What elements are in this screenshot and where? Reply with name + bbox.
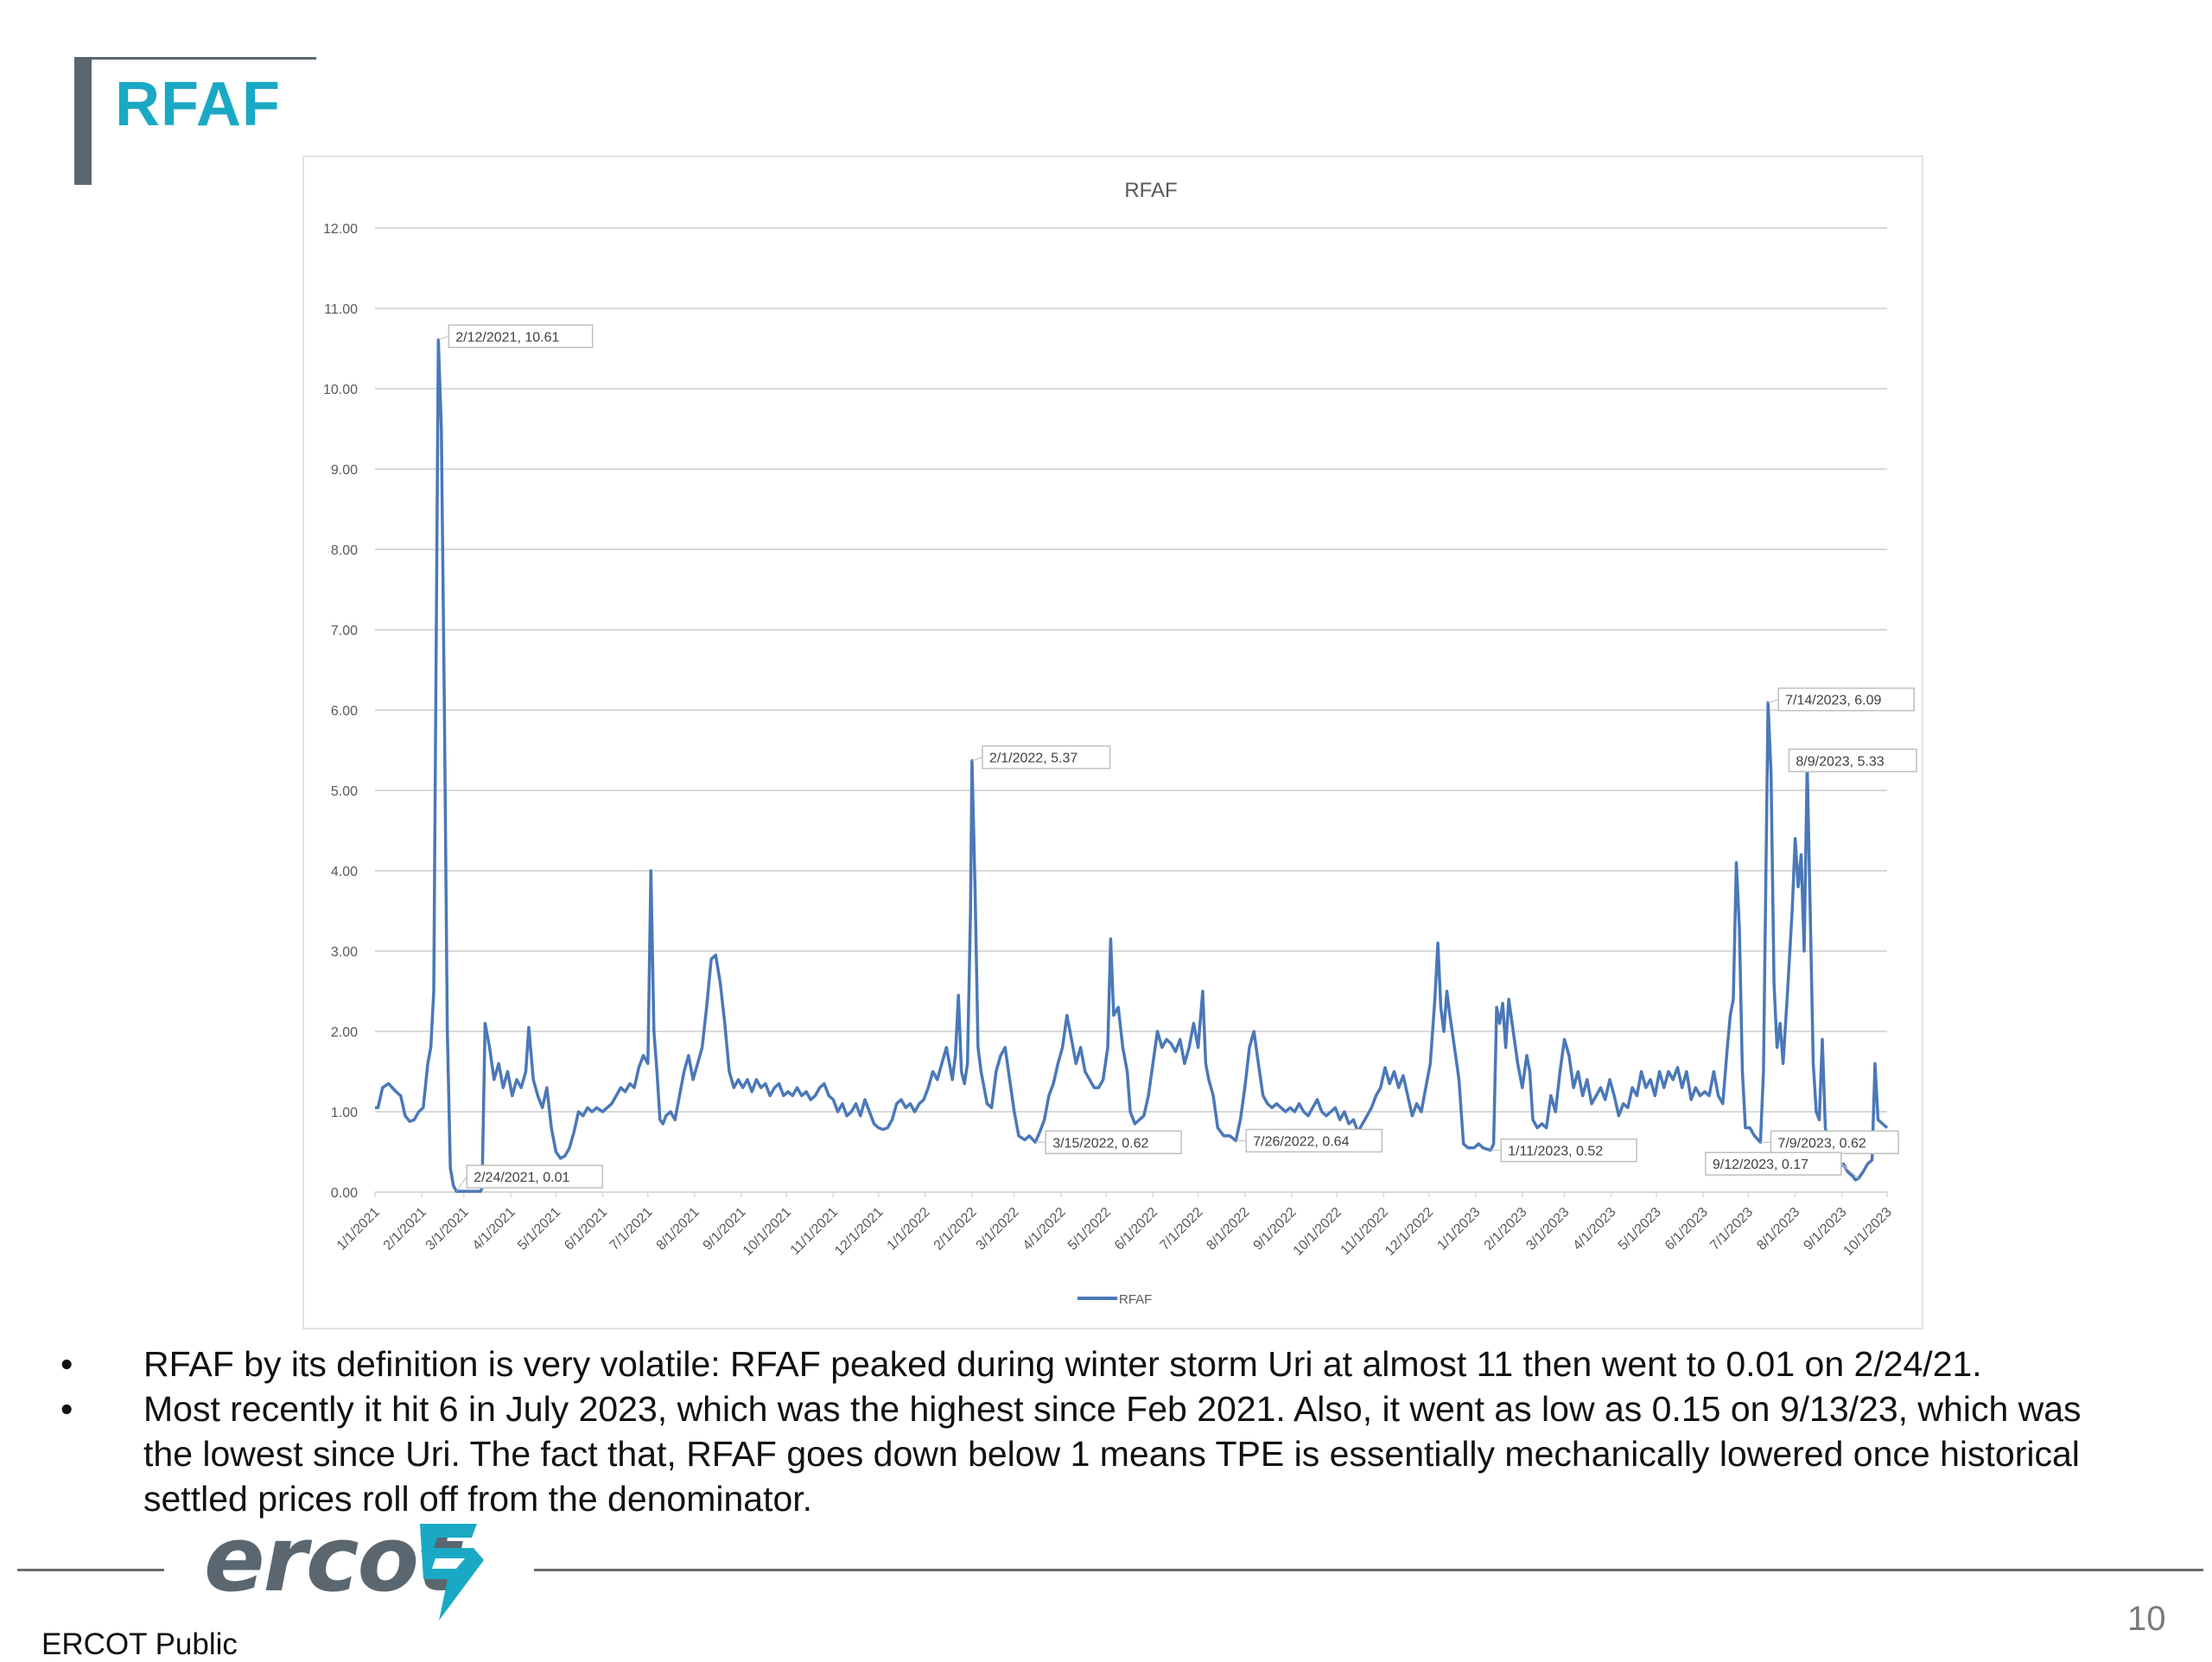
annotation-leader [971, 757, 983, 762]
legend-label: RFAF [1119, 1292, 1152, 1307]
x-tick-label: 10/1/2021 [741, 1205, 794, 1259]
annotation-box [1245, 1128, 1383, 1153]
page-number: 10 [2127, 1600, 2166, 1638]
annotation-label: 2/12/2021, 10.61 [455, 330, 559, 345]
annotation-label: 7/26/2022, 0.64 [1253, 1134, 1349, 1149]
x-tick-label: 8/1/2023 [1754, 1205, 1802, 1253]
x-tick-label: 1/1/2023 [1434, 1205, 1483, 1253]
y-tick-label: 6.00 [331, 704, 358, 719]
annotation-label: 2/1/2022, 5.37 [989, 752, 1077, 766]
x-tick-label: 6/1/2022 [1112, 1205, 1160, 1253]
x-tick-label: 5/1/2021 [515, 1205, 563, 1253]
x-tick-label: 3/1/2021 [423, 1205, 472, 1253]
logo-wordmark: ercot [204, 1507, 461, 1612]
annotation-box [1777, 687, 1915, 712]
annotation-box [1705, 1151, 1842, 1176]
x-tick-label: 3/1/2023 [1523, 1205, 1572, 1253]
ercot-logo: ercot [204, 1507, 498, 1626]
y-tick-label: 10.00 [323, 383, 358, 397]
y-tick-label: 1.00 [331, 1106, 358, 1120]
y-tick-label: 4.00 [331, 865, 358, 879]
x-tick-label: 5/1/2022 [1065, 1205, 1114, 1253]
annotation-box [982, 745, 1111, 770]
annotation-leader [438, 335, 449, 340]
page-title: RFAF [115, 70, 281, 139]
annotation-label: 7/9/2023, 0.62 [1777, 1136, 1866, 1151]
y-tick-label: 11.00 [324, 302, 358, 317]
y-tick-label: 8.00 [331, 543, 358, 558]
x-tick-label: 8/1/2022 [1204, 1205, 1252, 1253]
annotation-label: 2/24/2021, 0.01 [474, 1170, 569, 1185]
rfaf-line-chart: RFAF 0.00 1.00 2.00 3.00 4.00 5.00 6.00 7.00 8.00… [323, 179, 1917, 1307]
annotation-box [1788, 748, 1917, 773]
x-tick-label: 4/1/2023 [1570, 1205, 1618, 1253]
bullet-text: Most recently it hit 6 in July 2023, whi… [143, 1389, 2082, 1519]
title-accent-bar [74, 57, 92, 185]
y-tick-label: 7.00 [331, 624, 358, 638]
annotation-box [1770, 1130, 1899, 1155]
x-tick-label: 6/1/2021 [562, 1205, 610, 1253]
annotation-box [466, 1164, 603, 1189]
x-tick-label: 7/1/2022 [1157, 1205, 1205, 1253]
x-tick-label: 3/1/2022 [974, 1205, 1022, 1253]
x-tick-label: 4/1/2022 [1020, 1205, 1069, 1253]
footer-rule-right [534, 1569, 2203, 1571]
x-tick-label: 8/1/2021 [654, 1205, 702, 1253]
annotation-label: 3/15/2022, 0.62 [1052, 1136, 1148, 1151]
bullet-marker: • [60, 1389, 73, 1429]
chart-title: RFAF [1124, 179, 1177, 202]
footer-label: ERCOT Public [41, 1627, 238, 1661]
y-tick-label: 0.00 [331, 1186, 358, 1201]
annotation-label: 1/11/2023, 0.52 [1508, 1145, 1603, 1159]
x-tick-label: 7/1/2023 [1707, 1205, 1756, 1253]
bullet-item: • Most recently it hit 6 in July 2023, w… [54, 1386, 2127, 1521]
y-tick-label: 9.00 [331, 463, 358, 478]
x-tick-label: 12/1/2022 [1382, 1205, 1436, 1259]
bullet-list: • RFAF by its definition is very volatil… [54, 1342, 2127, 1521]
annotation-leader [1768, 699, 1779, 704]
x-tick-label: 2/1/2022 [931, 1205, 980, 1253]
x-tick-label: 5/1/2023 [1616, 1205, 1664, 1253]
annotation-leader [1840, 1163, 1859, 1179]
x-tick-label: 1/1/2021 [334, 1205, 383, 1253]
x-tick-label: 1/1/2022 [885, 1205, 933, 1253]
footer-rule-left [17, 1569, 164, 1571]
title-accent-rule [74, 57, 316, 60]
annotation-label: 8/9/2023, 5.33 [1796, 754, 1884, 769]
bullet-item: • RFAF by its definition is very volatil… [54, 1342, 2127, 1386]
x-tick-label: 10/1/2023 [1840, 1205, 1894, 1259]
annotation-box [1045, 1130, 1182, 1155]
x-tick-label: 2/1/2021 [381, 1205, 429, 1253]
x-tick-label: 12/1/2021 [832, 1205, 886, 1259]
x-tick-label: 7/1/2021 [607, 1205, 656, 1253]
y-tick-label: 3.00 [331, 945, 358, 960]
chart-frame: RFAF 0.00 1.00 2.00 3.00 4.00 5.00 6.00 7.00 8.00… [302, 155, 1923, 1329]
annotation-leader [455, 1176, 467, 1192]
x-tick-label: 6/1/2023 [1662, 1205, 1711, 1253]
series-line-rfaf [375, 338, 1889, 1193]
bullet-marker: • [60, 1344, 73, 1384]
annotation-box [1500, 1138, 1637, 1163]
annotation-box [448, 324, 594, 349]
x-tick-label: 2/1/2023 [1482, 1205, 1530, 1253]
lightning-bolt-icon [420, 1524, 484, 1621]
bullet-text: RFAF by its definition is very volatile:… [143, 1344, 1982, 1384]
annotation-label: 9/12/2023, 0.17 [1713, 1158, 1808, 1172]
y-tick-label: 12.00 [323, 222, 358, 237]
annotation-label: 7/14/2023, 6.09 [1785, 694, 1881, 708]
y-tick-label: 2.00 [331, 1025, 358, 1040]
x-tick-label: 4/1/2021 [470, 1205, 518, 1253]
x-tick-label: 10/1/2022 [1291, 1205, 1344, 1259]
y-tick-label: 5.00 [331, 784, 358, 799]
